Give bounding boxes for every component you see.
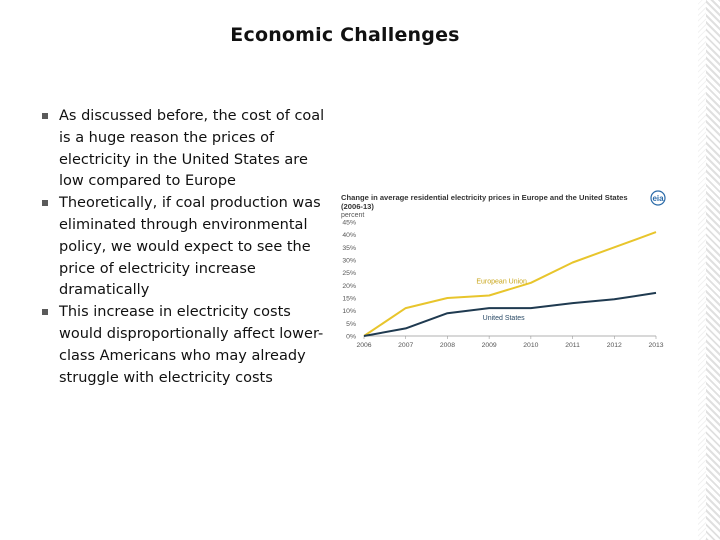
- y-tick-label: 15%: [342, 296, 356, 303]
- series-label-1: United States: [483, 315, 526, 322]
- plot-area: 0% 5% 10% 15% 20% 25% 30% 35% 40% 45% 2006 2007 2008…: [342, 220, 663, 350]
- x-tick-label: 2013: [648, 342, 663, 349]
- bullet-text: As discussed before, the cost of coal is…: [59, 108, 325, 190]
- square-bullet-icon: [42, 113, 48, 119]
- eia-logo-text: eia: [652, 194, 664, 203]
- y-tick-label: 10%: [342, 308, 356, 315]
- series-line-0: [363, 231, 657, 337]
- eia-logo: eia: [650, 190, 666, 206]
- x-tick-label: 2007: [398, 342, 413, 349]
- bullet-item: This increase in electricity costs would…: [42, 302, 327, 389]
- decorative-edge-pattern: [706, 0, 720, 540]
- square-bullet-icon: [42, 200, 48, 207]
- y-tick-label: 40%: [342, 232, 356, 239]
- decorative-edge-inner: [698, 0, 706, 540]
- x-tick-label: 2012: [607, 342, 622, 349]
- series-label-0: European Union: [476, 278, 527, 285]
- bullet-list: As discussed before, the cost of coal is…: [42, 106, 327, 389]
- y-tick-label: 5%: [346, 321, 356, 328]
- y-tick-label: 45%: [342, 220, 356, 227]
- chart-title: Change in average residential electricit…: [341, 193, 630, 211]
- y-tick-label: 20%: [342, 283, 356, 290]
- y-tick-label: 30%: [342, 258, 356, 265]
- y-tick-label: 0%: [346, 334, 356, 341]
- bullet-text: This increase in electricity costs would…: [59, 304, 324, 386]
- chart-title-line-1: Change in average residential electricit…: [341, 193, 628, 202]
- y-axis-unit-label: percent: [341, 212, 364, 219]
- bullet-item: Theoretically, if coal production was el…: [42, 193, 327, 302]
- bullet-item: As discussed before, the cost of coal is…: [42, 106, 327, 193]
- slide-title: Economic Challenges: [230, 24, 460, 46]
- series-line-1: [363, 291, 657, 337]
- x-tick-label: 2011: [565, 342, 580, 349]
- y-tick-label: 35%: [342, 245, 356, 252]
- y-tick-label: 25%: [342, 270, 356, 277]
- chart-title-line-2: (2006-13): [341, 202, 374, 211]
- x-tick-label: 2009: [482, 342, 497, 349]
- x-tick-label: 2008: [440, 342, 455, 349]
- bullet-text: Theoretically, if coal production was el…: [59, 195, 321, 299]
- electricity-price-chart: Change in average residential electricit…: [341, 190, 666, 350]
- x-tick-label: 2006: [356, 342, 371, 349]
- x-tick-label: 2010: [523, 342, 538, 349]
- square-bullet-icon: [42, 309, 48, 316]
